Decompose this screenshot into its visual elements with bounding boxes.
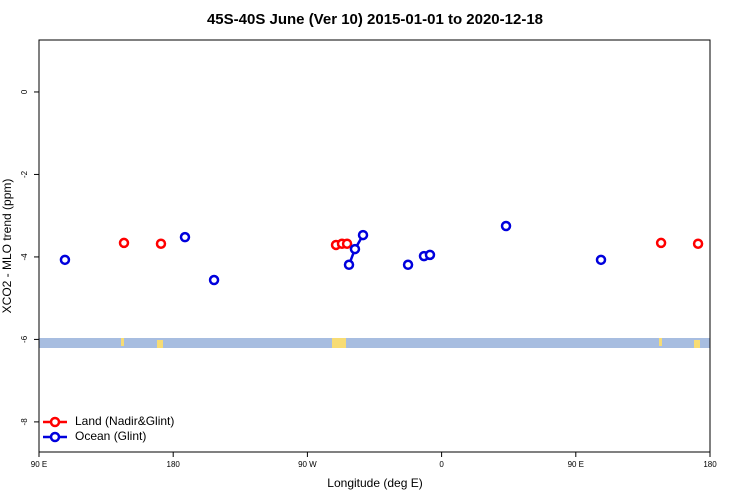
data-point bbox=[500, 220, 512, 232]
land-strip bbox=[332, 338, 346, 348]
data-point bbox=[59, 254, 71, 266]
land-strip bbox=[694, 340, 700, 348]
y-tick-label: -6 bbox=[20, 335, 29, 343]
x-axis-label: Longitude (deg E) bbox=[327, 476, 422, 490]
data-point bbox=[349, 243, 361, 255]
land-strip bbox=[157, 340, 163, 348]
data-point bbox=[179, 231, 191, 243]
legend-marker bbox=[49, 416, 61, 428]
data-point bbox=[155, 238, 167, 249]
x-tick-label: 90 E bbox=[31, 460, 47, 469]
data-point bbox=[692, 238, 704, 249]
data-point bbox=[424, 249, 436, 261]
data-point bbox=[118, 237, 130, 249]
y-tick-label: -8 bbox=[20, 418, 29, 426]
data-point bbox=[341, 238, 353, 249]
y-tick-label: -2 bbox=[20, 170, 29, 178]
land-strip bbox=[659, 338, 662, 346]
data-point bbox=[402, 259, 414, 271]
data-point bbox=[208, 274, 220, 286]
y-tick-label: 0 bbox=[20, 89, 29, 94]
x-tick-label: 180 bbox=[703, 460, 717, 469]
x-tick-label: 0 bbox=[439, 460, 444, 469]
data-point bbox=[343, 259, 355, 271]
chart-title: 45S-40S June (Ver 10) 2015-01-01 to 2020… bbox=[207, 11, 543, 28]
y-axis-label: XCO2 - MLO trend (ppm) bbox=[0, 179, 14, 314]
legend-marker bbox=[49, 431, 61, 443]
x-tick-label: 90 E bbox=[568, 460, 584, 469]
data-point bbox=[357, 229, 369, 241]
land-strip bbox=[121, 338, 124, 346]
data-point bbox=[655, 237, 667, 249]
x-tick-label: 180 bbox=[167, 460, 181, 469]
legend-label: Land (Nadir&Glint) bbox=[75, 414, 174, 428]
x-tick-label: 90 W bbox=[298, 460, 317, 469]
legend-label: Ocean (Glint) bbox=[75, 429, 146, 443]
y-tick-label: -4 bbox=[20, 253, 29, 261]
ocean-strip bbox=[39, 338, 710, 348]
data-point bbox=[595, 254, 607, 266]
plot-frame bbox=[38, 39, 711, 453]
map-strip bbox=[39, 338, 710, 348]
